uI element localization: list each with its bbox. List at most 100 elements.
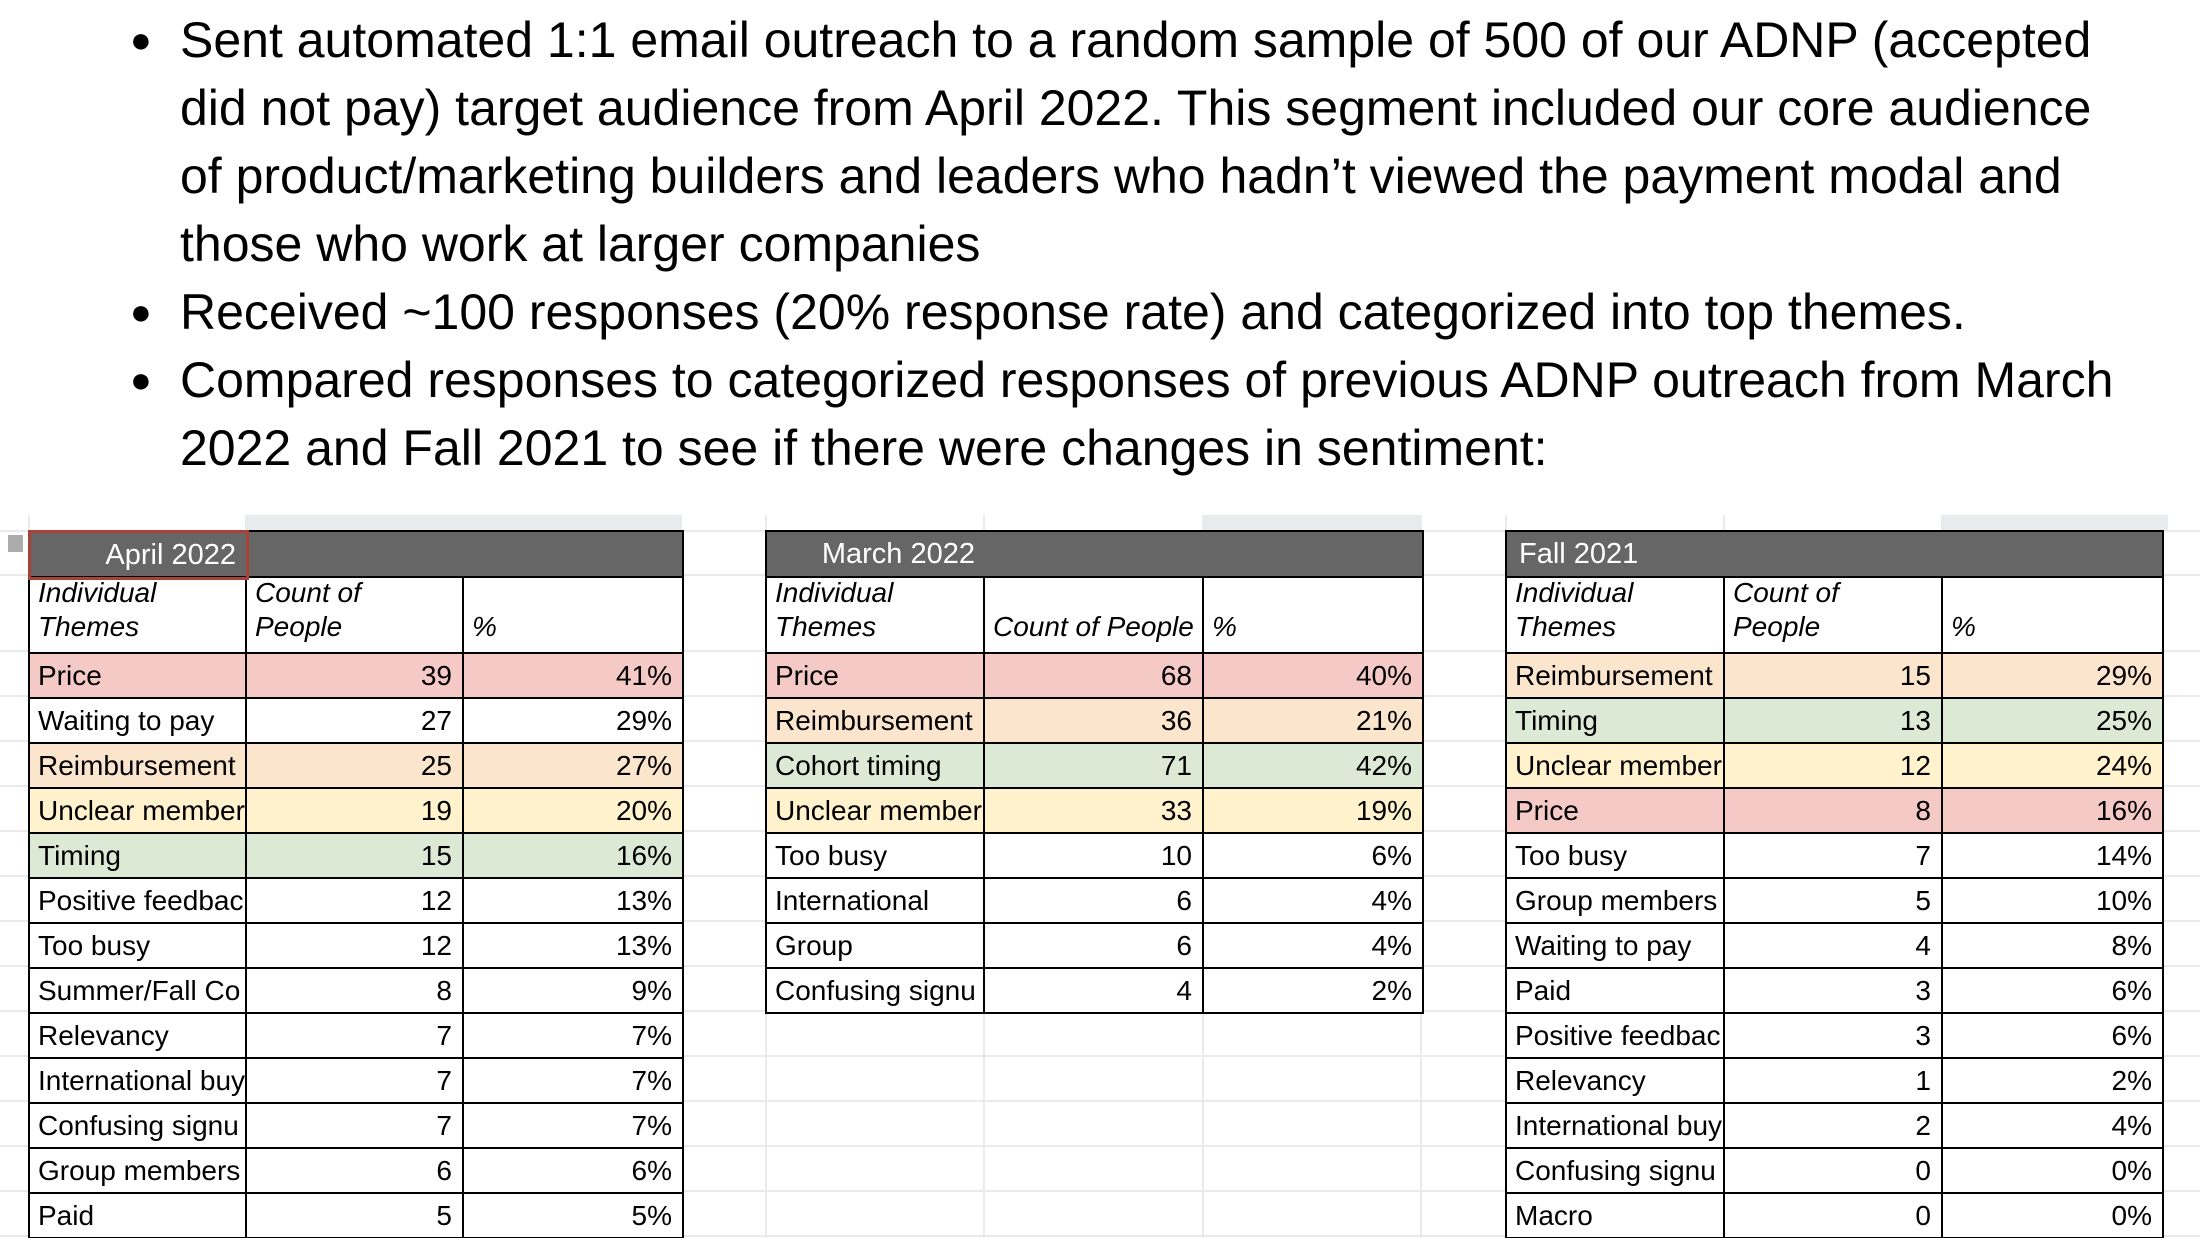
cell-percent[interactable]: 16% <box>615 839 672 871</box>
cell-count[interactable]: 0 <box>1725 1149 1943 1192</box>
cell-percent[interactable]: 14% <box>2095 839 2152 871</box>
cell-theme[interactable]: Confusing signu <box>30 1104 247 1147</box>
cell-count[interactable]: 3 <box>1725 969 1943 1012</box>
cell-theme[interactable]: Positive feedbac <box>1507 1014 1725 1057</box>
cell-percent[interactable]: 27% <box>615 749 672 781</box>
cell-percent[interactable]: 0% <box>2111 1199 2152 1231</box>
cell-percent[interactable]: 4% <box>1371 929 1412 961</box>
cell-count[interactable]: 0 <box>1725 1194 1943 1237</box>
cell-percent[interactable]: 2% <box>1371 974 1412 1006</box>
cell-percent[interactable]: 6% <box>2111 974 2152 1006</box>
cell-count[interactable]: 7 <box>247 1104 464 1147</box>
cell-theme[interactable]: Too busy <box>1507 834 1725 877</box>
cell-percent[interactable]: 19% <box>1355 794 1412 826</box>
cell-theme[interactable]: Positive feedbac <box>30 879 247 922</box>
column-header[interactable]: Individual Themes <box>1507 578 1725 652</box>
column-header[interactable]: Individual Themes <box>767 578 985 652</box>
cell-percent[interactable]: 29% <box>615 704 672 736</box>
cell-count[interactable]: 19 <box>247 789 464 832</box>
cell-percent[interactable]: 7% <box>631 1019 672 1051</box>
cell-percent[interactable]: 10% <box>2095 884 2152 916</box>
cell-count[interactable]: 13 <box>1725 699 1943 742</box>
cell-percent[interactable]: 13% <box>615 884 672 916</box>
cell-theme[interactable]: Cohort timing <box>767 744 985 787</box>
cell-count[interactable]: 6 <box>247 1149 464 1192</box>
cell-count[interactable]: 36 <box>985 699 1204 742</box>
cell-count[interactable]: 12 <box>247 879 464 922</box>
cell-count[interactable]: 5 <box>247 1194 464 1237</box>
cell-theme[interactable]: Confusing signu <box>1507 1149 1725 1192</box>
cell-theme[interactable]: Unclear member <box>30 789 247 832</box>
cell-count[interactable]: 2 <box>1725 1104 1943 1147</box>
cell-theme[interactable]: Relevancy <box>30 1014 247 1057</box>
cell-theme[interactable]: Unclear member <box>1507 744 1725 787</box>
cell-count[interactable]: 4 <box>985 969 1204 1012</box>
cell-count[interactable]: 71 <box>985 744 1204 787</box>
cell-count[interactable]: 15 <box>1725 654 1943 697</box>
cell-count[interactable]: 7 <box>247 1014 464 1057</box>
cell-percent[interactable]: 40% <box>1355 659 1412 691</box>
cell-theme[interactable]: Paid <box>30 1194 247 1237</box>
cell-percent[interactable]: 7% <box>631 1109 672 1141</box>
cell-theme[interactable]: International <box>767 879 985 922</box>
cell-theme[interactable]: Confusing signu <box>767 969 985 1012</box>
cell-percent[interactable]: 5% <box>631 1199 672 1231</box>
cell-percent[interactable]: 6% <box>631 1154 672 1186</box>
cell-theme[interactable]: International buy <box>1507 1104 1725 1147</box>
cell-theme[interactable]: Relevancy <box>1507 1059 1725 1102</box>
cell-theme[interactable]: Paid <box>1507 969 1725 1012</box>
cell-percent[interactable]: 25% <box>2095 704 2152 736</box>
column-header[interactable]: Individual Themes <box>30 578 247 652</box>
cell-percent[interactable]: 24% <box>2095 749 2152 781</box>
table-title-cell[interactable]: April 2022 <box>28 530 249 580</box>
cell-theme[interactable]: Waiting to pay <box>30 699 247 742</box>
cell-percent[interactable]: 0% <box>2111 1154 2152 1186</box>
cell-count[interactable]: 10 <box>985 834 1204 877</box>
column-header[interactable]: % <box>1951 611 1976 642</box>
cell-percent[interactable]: 9% <box>631 974 672 1006</box>
cell-percent[interactable]: 4% <box>1371 884 1412 916</box>
cell-count[interactable]: 6 <box>985 924 1204 967</box>
column-header[interactable]: Count of People <box>247 578 464 652</box>
cell-count[interactable]: 8 <box>1725 789 1943 832</box>
cell-percent[interactable]: 4% <box>2111 1109 2152 1141</box>
table-title-cell[interactable]: March 2022 <box>821 537 975 570</box>
cell-percent[interactable]: 16% <box>2095 794 2152 826</box>
cell-count[interactable]: 1 <box>1725 1059 1943 1102</box>
cell-percent[interactable]: 8% <box>2111 929 2152 961</box>
cell-percent[interactable]: 6% <box>1371 839 1412 871</box>
cell-count[interactable]: 7 <box>1725 834 1943 877</box>
cell-theme[interactable]: Reimbursement <box>1507 654 1725 697</box>
cell-theme[interactable]: Waiting to pay <box>1507 924 1725 967</box>
cell-theme[interactable]: International buy <box>30 1059 247 1102</box>
table-title-cell[interactable]: Fall 2021 <box>1519 537 1639 570</box>
cell-count[interactable]: 25 <box>247 744 464 787</box>
cell-count[interactable]: 12 <box>247 924 464 967</box>
cell-count[interactable]: 12 <box>1725 744 1943 787</box>
cell-percent[interactable]: 41% <box>615 659 672 691</box>
cell-count[interactable]: 68 <box>985 654 1204 697</box>
column-header[interactable]: % <box>472 611 497 642</box>
cell-theme[interactable]: Too busy <box>30 924 247 967</box>
cell-percent[interactable]: 13% <box>615 929 672 961</box>
cell-percent[interactable]: 29% <box>2095 659 2152 691</box>
cell-percent[interactable]: 2% <box>2111 1064 2152 1096</box>
cell-count[interactable]: 3 <box>1725 1014 1943 1057</box>
cell-theme[interactable]: Timing <box>1507 699 1725 742</box>
cell-percent[interactable]: 21% <box>1355 704 1412 736</box>
cell-percent[interactable]: 7% <box>631 1064 672 1096</box>
column-header[interactable]: % <box>1212 611 1237 642</box>
column-header[interactable]: Count of People <box>985 578 1204 652</box>
cell-theme[interactable]: Too busy <box>767 834 985 877</box>
cell-theme[interactable]: Macro <box>1507 1194 1725 1237</box>
cell-theme[interactable]: Group members <box>30 1149 247 1192</box>
cell-theme[interactable]: Timing <box>30 834 247 877</box>
cell-count[interactable]: 6 <box>985 879 1204 922</box>
cell-count[interactable]: 39 <box>247 654 464 697</box>
cell-count[interactable]: 4 <box>1725 924 1943 967</box>
cell-count[interactable]: 27 <box>247 699 464 742</box>
cell-theme[interactable]: Group members <box>1507 879 1725 922</box>
cell-theme[interactable]: Group <box>767 924 985 967</box>
cell-theme[interactable]: Price <box>1507 789 1725 832</box>
cell-percent[interactable]: 42% <box>1355 749 1412 781</box>
